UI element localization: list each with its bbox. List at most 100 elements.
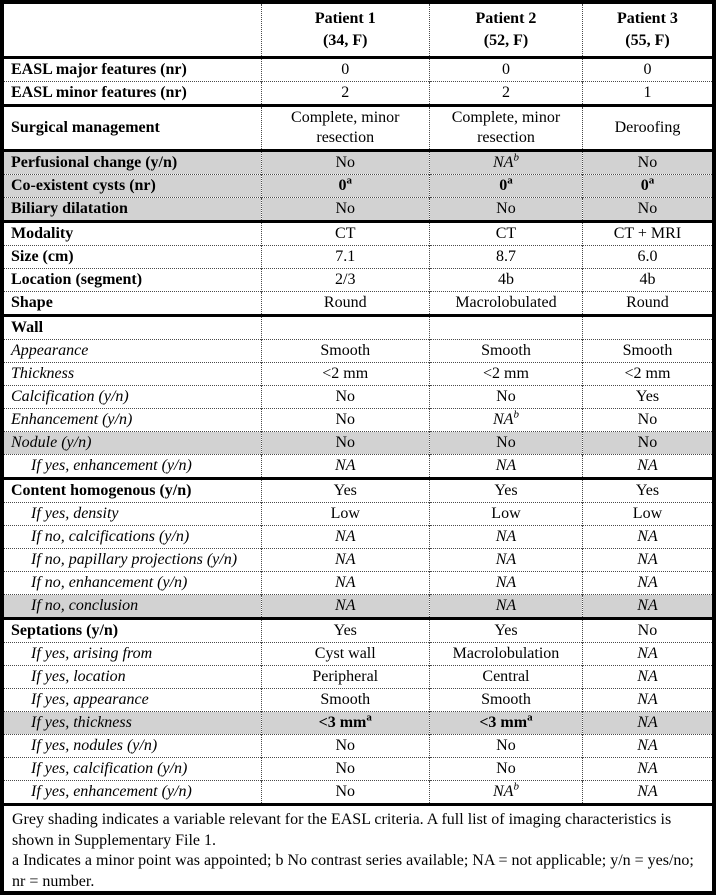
cell-value: 4b bbox=[581, 268, 712, 292]
row-label: Wall bbox=[4, 314, 261, 340]
cell-value: NA bbox=[429, 525, 583, 549]
cell-value: 2 bbox=[260, 81, 430, 106]
table-row: If no, papillary projections (y/n) NA NA NA bbox=[4, 548, 712, 572]
cell-value: <3 mma bbox=[260, 711, 430, 735]
table-footnote: Grey shading indicates a variable releva… bbox=[4, 803, 712, 891]
cell-value: Deroofing bbox=[581, 104, 712, 151]
footnote-marker: a bbox=[346, 174, 353, 187]
cell-value: Yes bbox=[429, 617, 583, 643]
table-row: If yes, enhancement (y/n) No NAb NA bbox=[4, 780, 712, 803]
footnote-marker: a bbox=[527, 711, 533, 724]
column-header-patient-3: Patient 3 (55, F) bbox=[581, 4, 712, 58]
table-row: Co-existent cysts (nr) 0a 0a 0a bbox=[4, 174, 712, 198]
table-row: Size (cm) 7.1 8.7 6.0 bbox=[4, 245, 712, 269]
patient-2-title: Patient 2 bbox=[475, 10, 537, 27]
footnote-marker: b bbox=[513, 408, 519, 421]
cell-value: Cyst wall bbox=[260, 642, 430, 666]
cell-value: Smooth bbox=[260, 688, 430, 712]
cell-value: Smooth bbox=[260, 339, 430, 363]
table-row: If no, enhancement (y/n) NA NA NA bbox=[4, 571, 712, 595]
cell-value: <2 mm bbox=[581, 362, 712, 386]
cell-value: NA bbox=[581, 642, 712, 666]
cell-value: Round bbox=[581, 291, 712, 316]
row-label: If no, papillary projections (y/n) bbox=[4, 548, 261, 572]
table-row: If yes, thickness <3 mma <3 mma NA bbox=[4, 711, 712, 735]
table-row: Content homogenous (y/n) Yes Yes Yes bbox=[4, 477, 712, 503]
row-label: Content homogenous (y/n) bbox=[4, 477, 261, 503]
row-label: Surgical management bbox=[4, 104, 261, 151]
cell-value: 6.0 bbox=[581, 245, 712, 269]
row-label: Appearance bbox=[4, 339, 261, 363]
cell-value: NA bbox=[581, 711, 712, 735]
row-label: If yes, appearance bbox=[4, 688, 261, 712]
cell-value: NA bbox=[581, 780, 712, 803]
row-label: Septations (y/n) bbox=[4, 617, 261, 643]
table-row: Shape Round Macrolobulated Round bbox=[4, 291, 712, 316]
row-label: If yes, calcification (y/n) bbox=[4, 757, 261, 781]
cell-value: No bbox=[260, 780, 430, 803]
cell-value: No bbox=[260, 734, 430, 758]
cell-value: NA bbox=[260, 571, 430, 595]
cell-value: Smooth bbox=[581, 339, 712, 363]
cell-value: 0 bbox=[581, 56, 712, 82]
table-row: If yes, appearance Smooth Smooth NA bbox=[4, 688, 712, 712]
cell-value: NA bbox=[429, 454, 583, 479]
row-label: Biliary dilatation bbox=[4, 197, 261, 222]
table-row: If yes, location Peripheral Central NA bbox=[4, 665, 712, 689]
cell-value: Smooth bbox=[429, 688, 583, 712]
table-row: Calcification (y/n) No No Yes bbox=[4, 385, 712, 409]
table-row: Enhancement (y/n) No NAb No bbox=[4, 408, 712, 432]
table-row: Wall bbox=[4, 314, 712, 340]
column-header-patient-1: Patient 1 (34, F) bbox=[260, 4, 430, 58]
cell-value: NA bbox=[581, 454, 712, 479]
cell-value: Yes bbox=[429, 477, 583, 503]
cell-value: Complete, minor resection bbox=[260, 104, 430, 151]
cell-value: No bbox=[429, 431, 583, 455]
table-row: Surgical management Complete, minor resect… bbox=[4, 104, 712, 151]
cell-value: NAb bbox=[429, 149, 583, 175]
row-label: Size (cm) bbox=[4, 245, 261, 269]
cell-value: <3 mma bbox=[429, 711, 583, 735]
cell-value: CT bbox=[260, 220, 430, 246]
header-row: Patient 1 (34, F) Patient 2 (52, F) Pati… bbox=[4, 4, 712, 58]
cell-value: Macrolobulated bbox=[429, 291, 583, 316]
cell-value: NA bbox=[429, 548, 583, 572]
row-label: EASL minor features (nr) bbox=[4, 81, 261, 106]
row-label: If yes, enhancement (y/n) bbox=[4, 454, 261, 479]
row-label: If yes, enhancement (y/n) bbox=[4, 780, 261, 803]
cell-value: No bbox=[260, 408, 430, 432]
cell-value bbox=[429, 314, 583, 340]
row-label: EASL major features (nr) bbox=[4, 56, 261, 82]
cell-value: 2 bbox=[429, 81, 583, 106]
row-label: If yes, nodules (y/n) bbox=[4, 734, 261, 758]
table-row: If yes, density Low Low Low bbox=[4, 502, 712, 526]
cell-value: No bbox=[260, 431, 430, 455]
row-label: If yes, arising from bbox=[4, 642, 261, 666]
row-label: If yes, thickness bbox=[4, 711, 261, 735]
table-row: Perfusional change (y/n) No NAb No bbox=[4, 149, 712, 175]
cell-value: 2/3 bbox=[260, 268, 430, 292]
footnote-marker: b bbox=[513, 780, 519, 793]
cell-value: 0 bbox=[429, 56, 583, 82]
cell-value: Low bbox=[429, 502, 583, 526]
cell-value: No bbox=[429, 734, 583, 758]
cell-value: NA bbox=[429, 594, 583, 619]
cell-value: 0a bbox=[429, 174, 583, 198]
footnote-marker: a bbox=[648, 174, 655, 187]
cell-value: Macrolobulation bbox=[429, 642, 583, 666]
cell-value: No bbox=[581, 149, 712, 175]
cell-value: 1 bbox=[581, 81, 712, 106]
cell-value: NA bbox=[581, 734, 712, 758]
cell-value: NA bbox=[581, 571, 712, 595]
table-row: If no, conclusion NA NA NA bbox=[4, 594, 712, 619]
table-row: Appearance Smooth Smooth Smooth bbox=[4, 339, 712, 363]
cell-value: No bbox=[581, 431, 712, 455]
row-label: If no, calcifications (y/n) bbox=[4, 525, 261, 549]
table-row: EASL major features (nr) 0 0 0 bbox=[4, 56, 712, 82]
cell-value: Yes bbox=[581, 477, 712, 503]
patient-1-title: Patient 1 bbox=[314, 10, 376, 27]
table-row: If no, calcifications (y/n) NA NA NA bbox=[4, 525, 712, 549]
cell-value: Round bbox=[260, 291, 430, 316]
row-label: Nodule (y/n) bbox=[4, 431, 261, 455]
row-label: If yes, density bbox=[4, 502, 261, 526]
